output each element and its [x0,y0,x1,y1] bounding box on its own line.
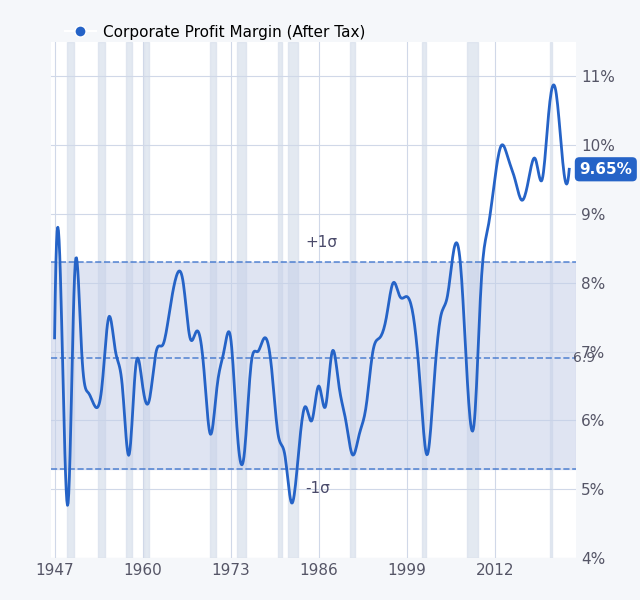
Bar [350,42,355,558]
Bar [467,42,478,558]
Bar [422,42,426,558]
Text: +1σ: +1σ [305,235,337,250]
Bar [67,42,74,558]
Bar [550,42,552,558]
Text: 6.9: 6.9 [573,352,595,365]
Bar [51,262,576,469]
Bar [98,42,105,558]
Legend: Corporate Profit Margin (After Tax): Corporate Profit Margin (After Tax) [59,19,372,46]
Bar [278,42,282,558]
Text: -1σ: -1σ [305,481,330,496]
Bar [126,42,132,558]
Text: 9.65%: 9.65% [579,162,632,177]
Bar [210,42,216,558]
Bar [144,42,149,558]
Bar [288,42,298,558]
Bar [237,42,246,558]
